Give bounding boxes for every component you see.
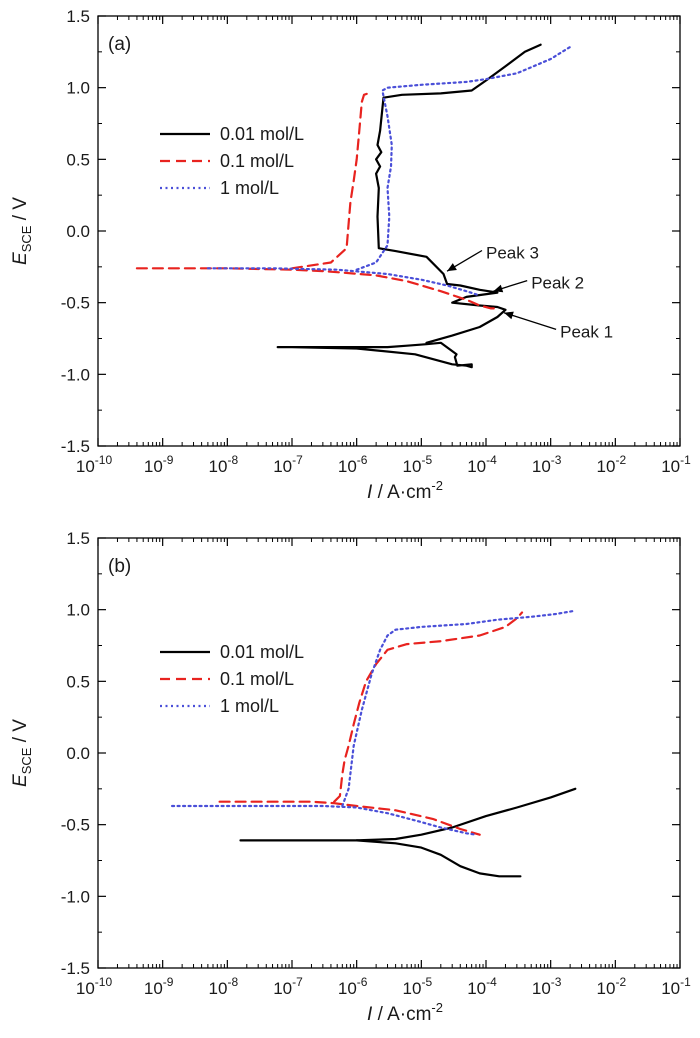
y-tick-label: 1.5 xyxy=(66,529,90,548)
x-tick-label: 10-6 xyxy=(338,453,368,476)
series-line xyxy=(375,43,542,344)
annotation-arrowhead xyxy=(504,311,514,320)
legend-label: 0.01 mol/L xyxy=(220,642,304,662)
series-line xyxy=(276,341,473,369)
y-tick-label: 1.5 xyxy=(66,7,90,26)
y-tick-label: 0.0 xyxy=(66,222,90,241)
series-line xyxy=(135,267,497,310)
series-line xyxy=(355,44,573,271)
x-tick-label: 10-6 xyxy=(338,975,368,998)
x-tick-label: 10-8 xyxy=(209,975,239,998)
x-tick-label: 10-7 xyxy=(273,453,303,476)
chart-panel-a: 10-10 10-9 10-8 10-7 10-6 10-5 10-4 10-3 10-2 10-… xyxy=(10,7,691,503)
y-tick-label: -1.0 xyxy=(61,887,90,906)
y-tick-label: -0.5 xyxy=(61,294,90,313)
x-tick-label: 10-10 xyxy=(76,453,113,476)
x-tick-label: 10-7 xyxy=(273,975,303,998)
annotation-label: Peak 3 xyxy=(486,244,539,263)
series-line xyxy=(341,609,574,808)
series-line xyxy=(239,839,522,878)
y-tick-label: -0.5 xyxy=(61,816,90,835)
x-tick-label: 10-5 xyxy=(403,975,433,998)
annotation-arrowhead xyxy=(447,263,457,272)
series-group xyxy=(171,609,577,878)
chart-panel-b: 10-10 10-9 10-8 10-7 10-6 10-5 10-4 10-3 10-2 10-… xyxy=(10,529,691,1025)
x-tick-label: 10-1 xyxy=(661,453,691,476)
annotation-arrowhead xyxy=(493,284,504,293)
annotation-label: Peak 1 xyxy=(560,322,613,341)
x-tick-label: 10-9 xyxy=(144,975,174,998)
legend-label: 1 mol/L xyxy=(220,696,279,716)
y-axis-title: ESCE / V xyxy=(10,197,34,265)
legend-label: 0.1 mol/L xyxy=(220,669,294,689)
x-axis-title: I / A·cm-2 xyxy=(367,478,443,503)
annotation-label: Peak 2 xyxy=(531,274,584,293)
x-tick-label: 10-8 xyxy=(209,453,239,476)
panel-label: (a) xyxy=(108,34,131,55)
y-tick-label: 1.0 xyxy=(66,79,90,98)
x-tick-label: 10-5 xyxy=(403,453,433,476)
y-tick-label: -1.5 xyxy=(61,959,90,978)
series-line xyxy=(290,92,370,270)
x-tick-label: 10-1 xyxy=(661,975,691,998)
series-line xyxy=(206,267,481,297)
x-tick-label: 10-3 xyxy=(532,975,562,998)
legend-label: 0.01 mol/L xyxy=(220,124,304,144)
y-tick-label: 1.0 xyxy=(66,601,90,620)
y-tick-label: 0.5 xyxy=(66,150,90,169)
y-tick-label: 0.0 xyxy=(66,744,90,763)
series-group xyxy=(135,43,573,369)
x-tick-label: 10-10 xyxy=(76,975,113,998)
x-tick-label: 10-2 xyxy=(597,453,627,476)
y-axis-title: ESCE / V xyxy=(10,719,34,787)
series-line xyxy=(333,611,524,803)
x-tick-label: 10-4 xyxy=(467,453,497,476)
series-line xyxy=(171,804,478,836)
x-axis-title: I / A·cm-2 xyxy=(367,1000,443,1025)
series-line xyxy=(355,787,577,842)
x-tick-label: 10-9 xyxy=(144,453,174,476)
y-tick-label: 0.5 xyxy=(66,672,90,691)
annotation-arrow xyxy=(503,312,557,330)
x-tick-label: 10-3 xyxy=(532,453,562,476)
x-tick-label: 10-2 xyxy=(597,975,627,998)
panel-label: (b) xyxy=(108,556,131,577)
y-tick-label: -1.5 xyxy=(61,437,90,456)
x-tick-label: 10-4 xyxy=(467,975,497,998)
plot-frame xyxy=(97,537,681,969)
legend-label: 1 mol/L xyxy=(220,178,279,198)
y-tick-label: -1.0 xyxy=(61,365,90,384)
series-line xyxy=(218,800,481,836)
legend-label: 0.1 mol/L xyxy=(220,151,294,171)
